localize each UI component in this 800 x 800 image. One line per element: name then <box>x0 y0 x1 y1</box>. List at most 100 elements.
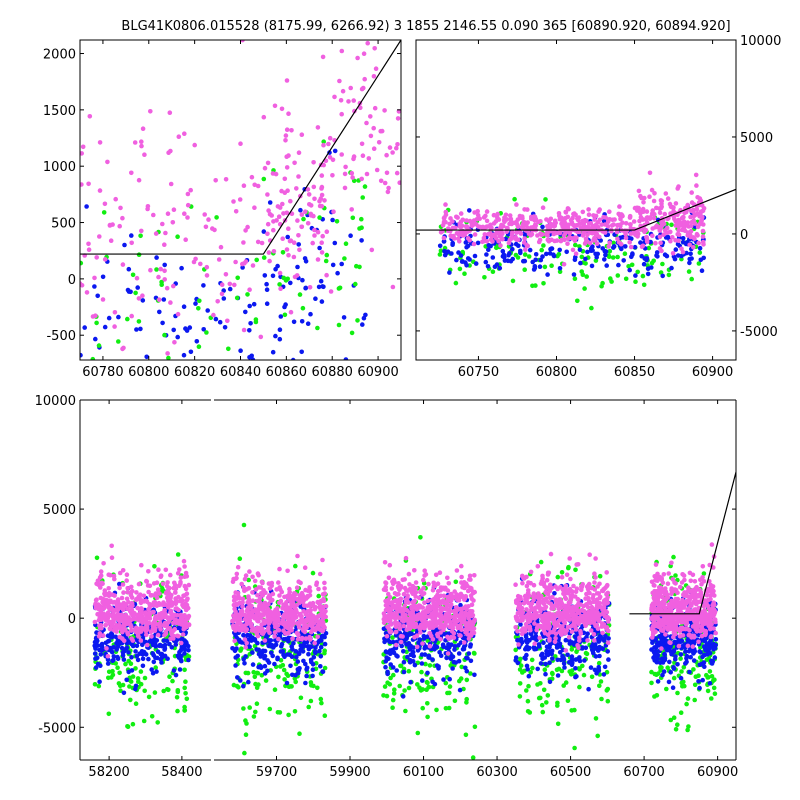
magenta-data-point <box>407 582 412 587</box>
blue-data-point <box>633 273 638 278</box>
magenta-data-point <box>134 625 139 631</box>
magenta-data-point <box>132 140 138 145</box>
green-data-point <box>115 665 120 670</box>
magenta-data-point <box>698 218 704 224</box>
magenta-data-point <box>680 215 686 220</box>
green-data-point <box>152 401 157 406</box>
green-data-point <box>318 696 324 702</box>
magenta-data-point <box>647 194 652 199</box>
magenta-data-point <box>120 262 126 267</box>
magenta-data-point <box>254 631 260 636</box>
magenta-data-point <box>240 40 245 43</box>
magenta-data-point <box>438 605 443 610</box>
blue-data-point <box>126 266 132 272</box>
magenta-data-point <box>416 625 422 630</box>
green-data-point <box>610 255 616 260</box>
magenta-data-point <box>315 125 321 130</box>
magenta-data-point <box>155 587 161 592</box>
x-tick-label: 60860 <box>266 365 307 380</box>
magenta-data-point <box>270 171 276 176</box>
magenta-data-point <box>657 246 663 251</box>
green-data-point <box>243 670 249 676</box>
magenta-data-point <box>408 615 414 621</box>
magenta-data-point <box>270 591 276 597</box>
green-data-point <box>130 272 136 278</box>
magenta-data-point <box>642 229 647 235</box>
magenta-data-point <box>169 592 174 598</box>
magenta-data-point <box>276 580 281 585</box>
green-data-point <box>293 563 298 569</box>
magenta-data-point <box>265 231 270 237</box>
magenta-data-point <box>175 311 181 317</box>
magenta-data-point <box>125 586 130 591</box>
magenta-data-point <box>318 196 324 201</box>
green-data-point <box>133 290 138 296</box>
magenta-data-point <box>339 152 345 157</box>
magenta-data-point <box>551 228 557 234</box>
blue-data-point <box>120 653 126 658</box>
magenta-data-point <box>312 227 317 233</box>
magenta-data-point <box>309 624 315 629</box>
magenta-data-point <box>597 234 602 240</box>
green-data-point <box>175 708 180 714</box>
blue-data-point <box>293 649 299 654</box>
blue-data-point <box>453 660 459 665</box>
magenta-data-point <box>700 234 706 239</box>
magenta-data-point <box>639 195 644 201</box>
magenta-data-point <box>245 224 250 230</box>
magenta-data-point <box>164 285 170 291</box>
magenta-data-point <box>575 217 581 223</box>
blue-data-point <box>147 639 153 644</box>
magenta-data-point <box>640 206 646 212</box>
green-data-point <box>280 250 286 255</box>
magenta-data-point <box>524 242 529 248</box>
green-data-point <box>253 709 258 715</box>
blue-data-point <box>501 252 507 257</box>
magenta-data-point <box>668 238 673 244</box>
magenta-data-point <box>113 196 118 202</box>
blue-data-point <box>527 247 533 253</box>
magenta-data-point <box>346 99 351 104</box>
magenta-data-point <box>508 216 514 222</box>
magenta-data-point <box>566 206 571 212</box>
blue-data-point <box>116 314 121 320</box>
green-data-point <box>626 264 631 269</box>
magenta-data-point <box>518 215 524 221</box>
magenta-data-point <box>169 611 174 616</box>
green-data-point <box>533 283 538 288</box>
blue-data-point <box>277 336 283 342</box>
magenta-data-point <box>523 247 528 252</box>
magenta-data-point <box>140 293 145 299</box>
magenta-data-point <box>193 256 198 262</box>
y-tick-label: 1000 <box>43 160 76 175</box>
magenta-data-point <box>105 616 111 621</box>
blue-data-point <box>332 240 338 246</box>
magenta-data-point <box>146 569 151 574</box>
magenta-data-point <box>395 583 401 589</box>
magenta-data-point <box>173 606 179 611</box>
magenta-data-point <box>223 272 229 277</box>
blue-data-point <box>243 654 248 659</box>
green-data-point <box>182 667 187 673</box>
magenta-data-point <box>414 644 420 650</box>
blue-data-point <box>555 673 561 678</box>
green-data-point <box>696 261 702 266</box>
y-tick-label: 0 <box>68 273 76 288</box>
magenta-data-point <box>262 621 268 626</box>
green-data-point <box>666 272 672 278</box>
magenta-data-point <box>213 178 218 183</box>
blue-data-point <box>699 268 705 274</box>
green-data-point <box>403 708 408 714</box>
blue-data-point <box>108 632 114 638</box>
magenta-data-point <box>466 632 471 638</box>
green-data-point <box>298 695 304 701</box>
green-data-point <box>697 250 703 255</box>
magenta-data-point <box>185 215 190 220</box>
blue-data-point <box>582 658 587 663</box>
green-data-point <box>443 680 449 686</box>
magenta-data-point <box>689 190 694 195</box>
magenta-data-point <box>258 334 264 340</box>
green-data-point <box>453 280 459 286</box>
magenta-data-point <box>471 619 477 625</box>
magenta-data-point <box>129 628 134 633</box>
